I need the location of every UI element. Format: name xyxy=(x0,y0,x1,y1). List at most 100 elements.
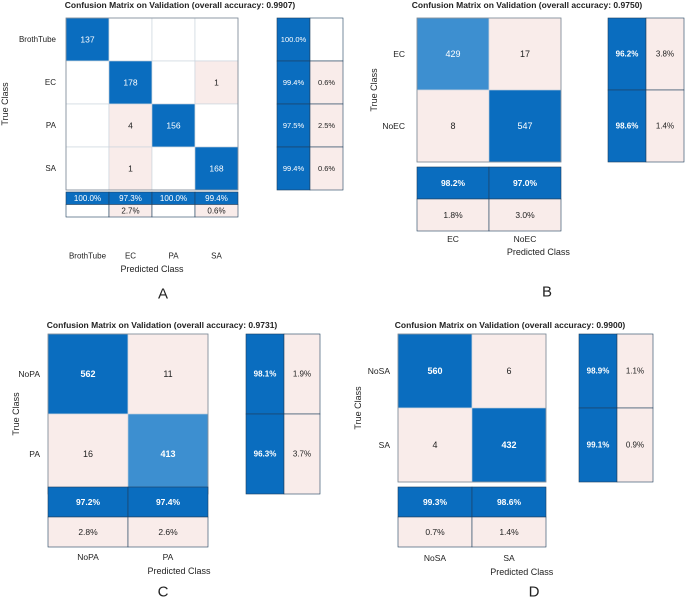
matrix-cell xyxy=(488,89,562,163)
column-class-label: PA xyxy=(163,552,174,562)
row-class-label: NoSA xyxy=(368,366,391,376)
row-summary-value: 99.4% xyxy=(283,78,305,87)
row-summary-cell xyxy=(607,89,647,163)
matrix-frame xyxy=(397,333,547,483)
panel-letter: D xyxy=(529,584,540,600)
row-class-label: NoEC xyxy=(382,121,405,131)
column-summary-value: 99.4% xyxy=(205,194,228,203)
panel-title: Confusion Matrix on Validation (overall … xyxy=(412,0,643,10)
column-summary-cell xyxy=(488,166,562,200)
x-axis-label: Predicted Class xyxy=(507,247,571,257)
x-axis-label: Predicted Class xyxy=(490,567,554,577)
confusion-panel-c: Confusion Matrix on Validation (overall … xyxy=(11,320,321,600)
row-summary-value: 98.6% xyxy=(616,122,639,131)
row-class-label: SA xyxy=(45,164,56,173)
row-summary-cell xyxy=(309,146,344,191)
row-summary-cell xyxy=(283,413,321,495)
column-summary-value: 98.2% xyxy=(441,178,466,188)
row-summary-cell xyxy=(616,407,654,483)
column-summary-cell xyxy=(47,516,129,548)
row-class-label: PA xyxy=(29,449,40,459)
column-class-label: NoSA xyxy=(424,553,447,563)
matrix-value: 4 xyxy=(432,440,437,450)
column-summary-value: 1.8% xyxy=(443,210,463,220)
matrix-cell xyxy=(194,17,239,62)
matrix-value: 560 xyxy=(427,366,442,376)
matrix-value: 168 xyxy=(209,164,223,174)
row-summary-cell xyxy=(276,103,311,148)
matrix-value: 16 xyxy=(83,449,93,459)
matrix-value: 4 xyxy=(128,121,133,131)
row-summary-cell xyxy=(578,407,618,483)
matrix-value: 156 xyxy=(166,121,180,131)
row-summary-value: 3.7% xyxy=(293,450,311,459)
row-summary-cell xyxy=(283,333,321,415)
confusion-panel-d: Confusion Matrix on Validation (overall … xyxy=(353,320,654,600)
matrix-cell xyxy=(47,413,129,495)
matrix-cell xyxy=(151,17,196,62)
row-summary-value: 0.9% xyxy=(626,441,644,450)
column-summary-value: 2.6% xyxy=(158,527,178,537)
column-summary-value: 98.6% xyxy=(497,497,522,507)
row-summary-value: 96.2% xyxy=(616,50,639,59)
matrix-cell xyxy=(47,333,129,415)
column-summary-value: 0.6% xyxy=(207,206,225,215)
row-summary-value: 97.5% xyxy=(283,121,305,130)
row-summary-value: 1.4% xyxy=(656,122,674,131)
matrix-value: 1 xyxy=(128,164,133,174)
panel-letter: A xyxy=(158,286,168,303)
y-axis-label: True Class xyxy=(0,82,10,126)
matrix-cell xyxy=(471,407,547,483)
matrix-cell xyxy=(65,103,110,148)
matrix-cell xyxy=(194,103,239,148)
panel-title: Confusion Matrix on Validation (overall … xyxy=(65,0,296,10)
row-summary-cell xyxy=(276,60,311,105)
row-class-label: BrothTube xyxy=(19,35,57,44)
y-axis-label: True Class xyxy=(369,68,379,112)
matrix-cell xyxy=(127,333,209,415)
matrix-cell xyxy=(108,103,153,148)
matrix-value: 17 xyxy=(520,49,530,59)
matrix-value: 429 xyxy=(445,49,460,59)
row-summary-value: 1.1% xyxy=(626,367,644,376)
column-summary-value: 0.7% xyxy=(425,527,445,537)
matrix-value: 6 xyxy=(506,366,511,376)
panel-title: Confusion Matrix on Validation (overall … xyxy=(47,320,278,330)
matrix-value: 432 xyxy=(501,440,516,450)
column-class-label: EC xyxy=(125,252,136,261)
column-summary-value: 1.4% xyxy=(499,527,519,537)
row-class-label: SA xyxy=(379,440,391,450)
column-summary-value: 97.2% xyxy=(76,497,101,507)
column-summary-value: 100.0% xyxy=(160,194,187,203)
column-summary-cell xyxy=(194,204,239,218)
matrix-value: 547 xyxy=(517,121,532,131)
column-summary-value: 97.3% xyxy=(119,194,142,203)
row-summary-cell xyxy=(276,17,311,62)
row-summary-value: 100.0% xyxy=(281,35,307,44)
column-summary-cell xyxy=(65,204,110,218)
matrix-value: 8 xyxy=(450,121,455,131)
column-class-label: SA xyxy=(211,252,222,261)
panel-letter: B xyxy=(542,284,552,301)
matrix-value: 413 xyxy=(160,449,175,459)
column-summary-cell xyxy=(471,486,547,518)
column-summary-value: 97.0% xyxy=(513,178,538,188)
row-summary-value: 1.9% xyxy=(293,370,311,379)
row-summary-cell xyxy=(309,17,344,62)
row-summary-value: 99.1% xyxy=(587,441,610,450)
matrix-cell xyxy=(151,146,196,191)
confusion-panel-a: Confusion Matrix on Validation (overall … xyxy=(0,0,344,303)
column-summary-cell xyxy=(47,486,129,518)
column-summary-cell xyxy=(397,516,473,548)
matrix-value: 11 xyxy=(163,369,172,379)
row-summary-cell xyxy=(578,333,618,409)
column-summary-cell xyxy=(151,204,196,218)
column-summary-value: 2.7% xyxy=(121,206,139,215)
matrix-cell xyxy=(194,60,239,105)
panel-title: Confusion Matrix on Validation (overall … xyxy=(395,320,626,330)
matrix-value: 178 xyxy=(123,78,137,88)
matrix-cell xyxy=(65,60,110,105)
y-axis-label: True Class xyxy=(353,386,363,430)
row-summary-value: 98.9% xyxy=(587,367,610,376)
